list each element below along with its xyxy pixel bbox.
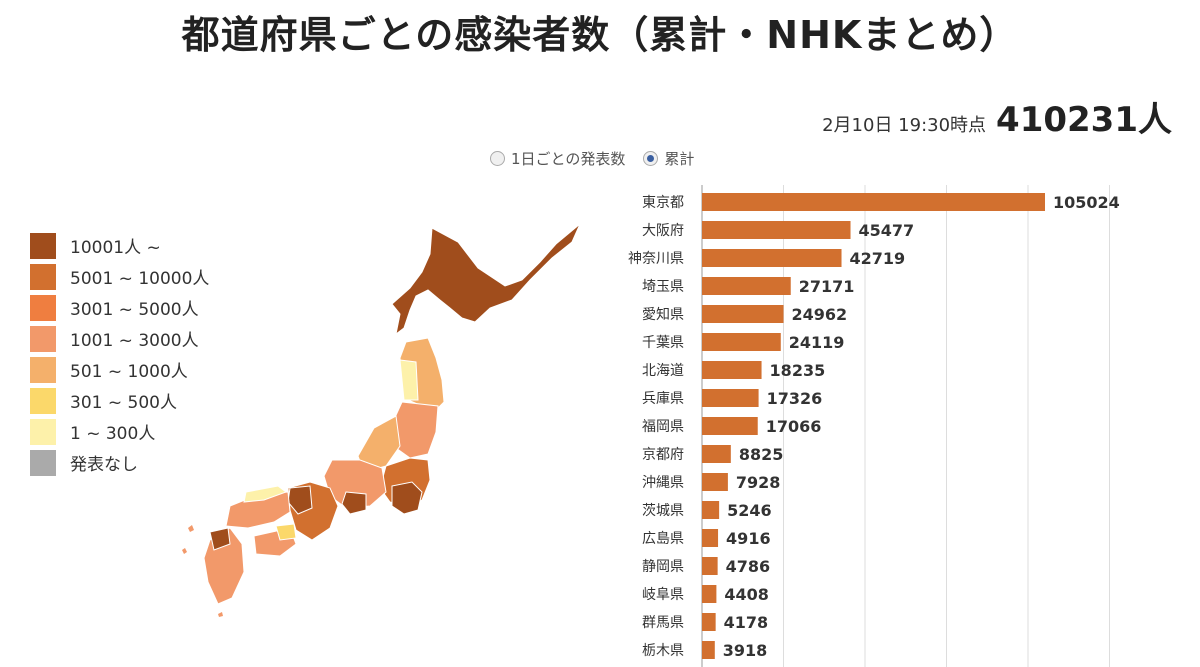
bar[interactable]	[702, 529, 719, 547]
map-tokyo-chiba[interactable]	[391, 481, 423, 515]
category-label: 茨城県	[642, 503, 684, 519]
value-label: 24962	[792, 305, 848, 324]
bar[interactable]	[702, 361, 762, 379]
radio-daily-label: 1日ごとの発表数	[511, 150, 626, 168]
as-of-date: 2月10日 19:30時点	[822, 115, 987, 136]
legend-label: 1 ~ 300人	[70, 424, 156, 444]
radio-cumulative-icon	[643, 151, 659, 166]
bar[interactable]	[702, 613, 716, 631]
legend-item: 301 ~ 500人	[30, 385, 209, 416]
value-label: 17066	[766, 417, 822, 436]
bar[interactable]	[702, 249, 842, 267]
bar[interactable]	[702, 193, 1045, 211]
category-label: 東京都	[642, 195, 684, 211]
category-label: 沖縄県	[642, 475, 684, 491]
legend-label: 501 ~ 1000人	[70, 362, 188, 382]
bar[interactable]	[702, 641, 715, 659]
legend-swatch	[30, 325, 56, 352]
value-label: 4916	[726, 529, 771, 548]
category-label: 埼玉県	[642, 279, 684, 295]
bar[interactable]	[702, 277, 791, 295]
legend-swatch	[30, 232, 56, 259]
value-label: 4178	[724, 613, 769, 632]
category-label: 京都府	[642, 447, 684, 463]
legend-label: 301 ~ 500人	[70, 393, 177, 413]
category-label: 兵庫県	[642, 390, 684, 407]
map-chubu[interactable]	[323, 459, 387, 509]
radio-cumulative[interactable]: 累計	[643, 148, 694, 169]
radio-cumulative-label: 累計	[664, 150, 695, 168]
radio-daily[interactable]: 1日ごとの発表数	[490, 148, 625, 169]
legend-swatch	[30, 449, 56, 476]
legend-label: 10001人 ~	[70, 238, 161, 258]
category-label: 愛知県	[642, 306, 684, 323]
value-label: 3918	[723, 641, 768, 660]
map-aichi[interactable]	[341, 491, 367, 515]
page-title: 都道府県ごとの感染者数（累計・NHKまとめ）	[181, 13, 1019, 57]
legend-item: 501 ~ 1000人	[30, 354, 209, 385]
radio-daily-icon	[490, 151, 505, 166]
legend-item: 発表なし	[30, 447, 209, 478]
legend-item: 1 ~ 300人	[30, 416, 209, 447]
legend-item: 5001 ~ 10000人	[30, 261, 209, 292]
map-hokkaido[interactable]	[391, 223, 581, 336]
category-label: 北海道	[642, 363, 684, 379]
legend-swatch	[30, 294, 56, 321]
value-label: 27171	[799, 277, 855, 296]
category-label: 神奈川県	[628, 251, 684, 267]
value-label: 5246	[727, 501, 772, 520]
map-fukuoka[interactable]	[209, 527, 231, 551]
map-miyagi-fukushima[interactable]	[391, 401, 439, 459]
category-label: 栃木県	[642, 643, 684, 659]
value-label: 4408	[724, 585, 769, 604]
value-label: 4786	[726, 557, 771, 576]
cumulative-bar-chart: 東京都 105024 大阪府 45477 神奈川県 42719 埼玉県 27171 愛知県 249…	[628, 185, 1120, 667]
bar[interactable]	[702, 557, 718, 575]
legend-swatch	[30, 387, 56, 414]
bar[interactable]	[702, 501, 720, 519]
bar[interactable]	[702, 473, 728, 491]
bar[interactable]	[702, 445, 731, 463]
bar[interactable]	[702, 585, 717, 603]
value-label: 42719	[850, 249, 906, 268]
map-kochi[interactable]	[275, 523, 297, 541]
legend-item: 3001 ~ 5000人	[30, 292, 209, 323]
legend-swatch	[30, 263, 56, 290]
total-count: 410231人	[996, 100, 1172, 140]
legend-label: 5001 ~ 10000人	[70, 269, 210, 289]
bar[interactable]	[702, 417, 758, 435]
value-label: 105024	[1053, 193, 1120, 212]
map-tottori-shimane[interactable]	[243, 485, 288, 503]
legend-label: 3001 ~ 5000人	[70, 300, 199, 320]
category-label: 群馬県	[642, 615, 684, 631]
legend-label: 1001 ~ 3000人	[70, 331, 199, 351]
value-label: 8825	[739, 445, 784, 464]
value-label: 45477	[859, 221, 915, 240]
bar[interactable]	[702, 305, 784, 323]
value-label: 18235	[770, 361, 826, 380]
bar[interactable]	[702, 221, 851, 239]
category-label: 大阪府	[642, 223, 684, 239]
legend-swatch	[30, 418, 56, 445]
japan-map	[182, 223, 581, 617]
bar[interactable]	[702, 333, 781, 351]
category-label: 広島県	[642, 531, 684, 547]
category-label: 岐阜県	[642, 586, 684, 603]
legend-item: 10001人 ~	[30, 230, 209, 261]
legend-swatch	[30, 356, 56, 383]
map-akita[interactable]	[399, 359, 419, 401]
mode-selector: 1日ごとの発表数 累計	[490, 148, 694, 169]
value-label: 24119	[789, 333, 845, 352]
map-legend: 10001人 ~ 5001 ~ 10000人 3001 ~ 5000人 1001 ~ …	[30, 230, 209, 478]
as-of: 2月10日 19:30時点 410231人	[822, 92, 1172, 141]
value-label: 7928	[736, 473, 781, 492]
legend-label: 発表なし	[70, 455, 138, 475]
legend-item: 1001 ~ 3000人	[30, 323, 209, 354]
category-label: 千葉県	[642, 335, 684, 351]
bar[interactable]	[702, 389, 759, 407]
value-label: 17326	[767, 389, 823, 408]
category-label: 静岡県	[642, 559, 684, 575]
bar-series: 東京都 105024 大阪府 45477 神奈川県 42719 埼玉県 27171 愛知県 249…	[628, 193, 1120, 660]
category-label: 福岡県	[642, 419, 684, 435]
